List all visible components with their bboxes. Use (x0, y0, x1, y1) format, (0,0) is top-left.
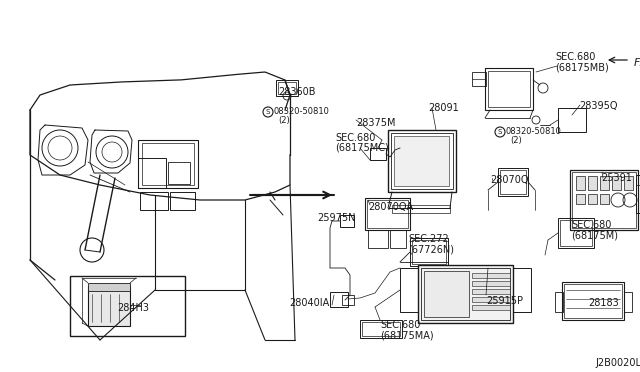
Text: SEC.680: SEC.680 (380, 320, 420, 330)
Bar (424, 271, 469, 317)
Bar (388, 130, 456, 192)
Text: 28091: 28091 (428, 103, 459, 113)
Text: SEC.680: SEC.680 (335, 133, 376, 143)
Bar (392, 205, 450, 213)
Bar (410, 238, 448, 266)
Bar (588, 176, 597, 190)
Bar (390, 230, 406, 248)
Text: 28070QA: 28070QA (368, 202, 413, 212)
Bar (588, 194, 597, 204)
Bar (576, 176, 585, 190)
Bar (142, 143, 194, 185)
Bar (472, 289, 510, 294)
Bar (472, 305, 510, 310)
Circle shape (263, 107, 273, 117)
Bar (624, 292, 632, 312)
Text: S: S (498, 129, 502, 135)
Bar (368, 230, 388, 248)
Bar (168, 162, 190, 184)
Text: 08320-50810: 08320-50810 (274, 108, 330, 116)
Text: 25391: 25391 (601, 173, 632, 183)
Circle shape (495, 127, 505, 137)
Bar (88, 283, 130, 291)
Bar (472, 281, 510, 286)
Bar (472, 72, 486, 86)
Text: 28360B: 28360B (278, 87, 316, 97)
Bar (570, 170, 638, 230)
Bar (562, 282, 624, 320)
Bar (360, 320, 402, 338)
Bar (472, 297, 510, 302)
Text: 28070Q: 28070Q (490, 175, 529, 185)
Bar (365, 198, 410, 230)
Bar (572, 172, 636, 228)
Bar (370, 148, 386, 160)
Bar (140, 192, 168, 210)
Bar (624, 176, 633, 190)
Bar (472, 273, 510, 278)
Bar (400, 268, 418, 312)
Text: FRONT: FRONT (634, 58, 640, 68)
Bar (600, 176, 609, 190)
Bar (564, 284, 622, 318)
Text: 28395Q: 28395Q (579, 101, 618, 111)
Bar (421, 268, 510, 320)
Bar (418, 265, 513, 323)
Text: 28375M: 28375M (356, 118, 396, 128)
Bar (412, 240, 446, 264)
Text: 28183: 28183 (588, 298, 619, 308)
Text: SEC.680: SEC.680 (555, 52, 595, 62)
Bar (498, 168, 528, 196)
Bar (138, 158, 166, 188)
Text: 25915P: 25915P (486, 296, 523, 306)
Bar (576, 194, 585, 204)
Bar (500, 170, 526, 194)
Bar (138, 140, 198, 188)
Text: 284H3: 284H3 (117, 303, 149, 313)
Text: (2): (2) (510, 135, 522, 144)
Bar (330, 292, 348, 307)
Text: SEC.272: SEC.272 (408, 234, 449, 244)
Bar (367, 200, 408, 228)
Bar (394, 136, 449, 186)
Text: (68175M): (68175M) (571, 230, 618, 240)
Text: (2): (2) (278, 115, 290, 125)
Bar (170, 192, 195, 210)
Bar (70, 276, 185, 336)
Bar (488, 71, 530, 107)
Text: 08320-50810: 08320-50810 (506, 128, 562, 137)
Bar (485, 68, 533, 110)
Text: S: S (266, 109, 270, 115)
Text: (68175MC): (68175MC) (335, 143, 388, 153)
Bar (340, 215, 354, 227)
Text: 28040IA: 28040IA (290, 298, 330, 308)
Bar (558, 218, 594, 248)
Bar (391, 133, 453, 189)
Bar (362, 322, 400, 336)
Text: 25975N: 25975N (317, 213, 355, 223)
Bar (278, 82, 296, 94)
Bar (88, 286, 130, 326)
Text: SEC.680: SEC.680 (571, 220, 611, 230)
Text: J2B0020L: J2B0020L (595, 358, 640, 368)
Bar (558, 108, 586, 132)
Bar (600, 194, 609, 204)
Bar (513, 268, 531, 312)
Bar (612, 176, 621, 190)
Text: (68175MB): (68175MB) (555, 62, 609, 72)
Bar (342, 295, 354, 305)
Text: (67726N): (67726N) (408, 244, 454, 254)
Text: (68175MA): (68175MA) (380, 330, 434, 340)
Bar (555, 292, 563, 312)
Bar (560, 220, 592, 246)
Bar (276, 80, 298, 96)
Bar (636, 175, 640, 213)
